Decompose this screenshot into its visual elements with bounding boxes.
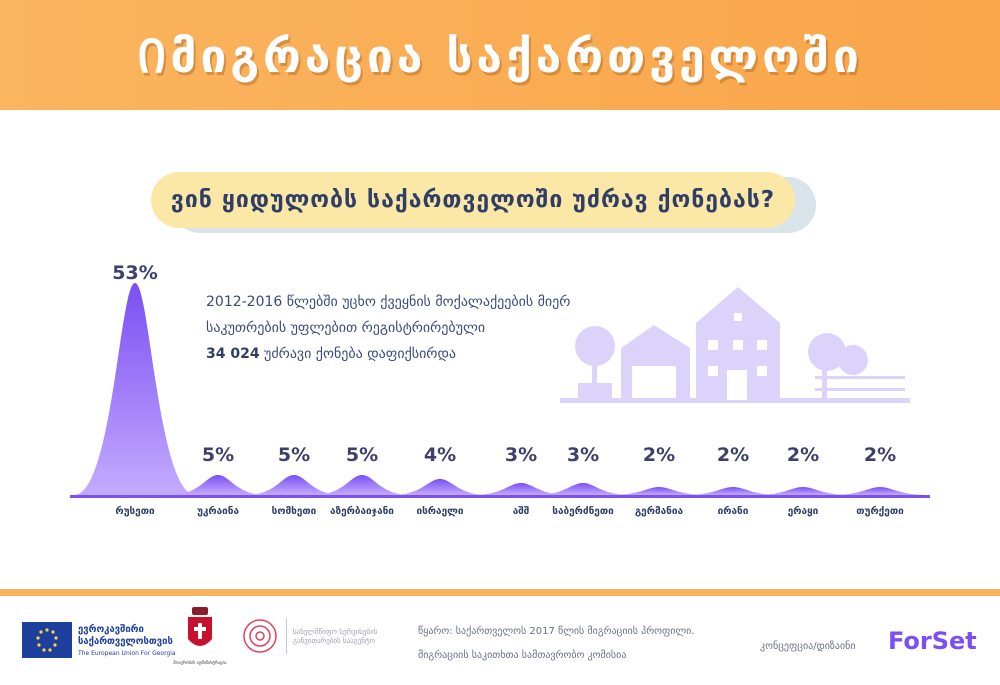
agency-label: სახელმწიფო სერვისების განვითარების სააგე… — [293, 628, 377, 646]
eu-flag-icon — [22, 622, 72, 658]
header-banner: Იმიგრაცია საქართველოში — [0, 0, 1000, 110]
category-label: ისრაელი — [416, 506, 464, 517]
data-label: 5% — [201, 444, 235, 466]
category-label: გერმანია — [634, 506, 684, 517]
category-label: რუსეთი — [115, 506, 155, 517]
category-label: უკრაინა — [196, 506, 240, 517]
category-label: ირანი — [717, 506, 749, 517]
peak-1 — [170, 475, 266, 495]
peak-5 — [473, 483, 569, 495]
category-label: აზერბაიჯანი — [330, 506, 394, 517]
agency-logo-icon — [240, 616, 280, 656]
data-label: 2% — [642, 444, 676, 466]
data-label: 2% — [716, 444, 750, 466]
peak-3 — [314, 475, 410, 495]
data-label: 3% — [566, 444, 600, 466]
source-line-2: მიგრაციის საკითხთა სამთავრობო კომისია — [418, 650, 627, 661]
logo-divider — [286, 618, 287, 654]
question-banner: ვინ ყიდულობს საქართველოში უძრავ ქონებას? — [151, 172, 795, 228]
eu-sub-label: The European Union For Georgia — [78, 650, 176, 657]
info-line-1: 2012-2016 წლებში უცხო ქვეყნის მოქალაქეებ… — [206, 294, 571, 310]
forset-logo: ForSet — [888, 627, 977, 655]
info-line-3: 34 024 უძრავი ქონება დაფიქსირდა — [206, 341, 676, 367]
info-highlight: 34 024 — [206, 346, 260, 362]
data-label: 2% — [863, 444, 897, 466]
data-label: 5% — [277, 444, 311, 466]
data-label: 2% — [786, 444, 820, 466]
peak-4 — [392, 479, 488, 495]
data-label: 53% — [112, 262, 158, 284]
peak-2 — [246, 475, 342, 495]
info-text: 2012-2016 წლებში უცხო ქვეყნის მოქალაქეებ… — [206, 289, 676, 367]
data-label: 5% — [345, 444, 379, 466]
eu-label-line-2: საქართველოსთვის — [78, 636, 173, 647]
baseline — [70, 495, 930, 498]
agency-label-line-1: სახელმწიფო სერვისების — [293, 628, 378, 636]
peak-0 — [74, 283, 196, 495]
eu-label: ევროკავშირი საქართველოსთვის — [78, 624, 173, 648]
agency-label-line-2: განვითარების სააგენტო — [293, 637, 376, 645]
data-label: 4% — [423, 444, 457, 466]
coat-of-arms-label: მთავრობის ადმინისტრაცია — [173, 660, 227, 665]
category-label: საბერძნეთი — [552, 506, 614, 517]
info-line-2: საკუთრების უფლებით რეგისტრირებული — [206, 320, 486, 336]
peak-7 — [611, 487, 707, 495]
info-line-3-rest: უძრავი ქონება დაფიქსირდა — [259, 346, 457, 362]
category-label: თურქეთი — [856, 506, 904, 517]
eu-label-line-1: ევროკავშირი — [78, 624, 144, 635]
concept-label: კონცეფცია/დიზაინი — [760, 641, 856, 652]
category-label: აშშ — [512, 506, 530, 517]
peak-8 — [685, 487, 781, 495]
chart-peaks — [70, 283, 930, 498]
source-note: წყარო: საქართველოს 2017 წლის მიგრაციის პ… — [418, 620, 694, 668]
peak-9 — [755, 487, 851, 495]
coat-of-arms-icon — [180, 605, 220, 657]
peak-6 — [535, 483, 631, 495]
peak-10 — [832, 487, 928, 495]
category-label: ერაყი — [787, 506, 819, 517]
data-label: 3% — [504, 444, 538, 466]
source-line-1: წყარო: საქართველოს 2017 წლის მიგრაციის პ… — [418, 626, 695, 637]
category-label: სომხეთი — [271, 506, 317, 517]
page-title: Იმიგრაცია საქართველოში — [137, 29, 863, 83]
footer-divider — [0, 589, 1000, 596]
